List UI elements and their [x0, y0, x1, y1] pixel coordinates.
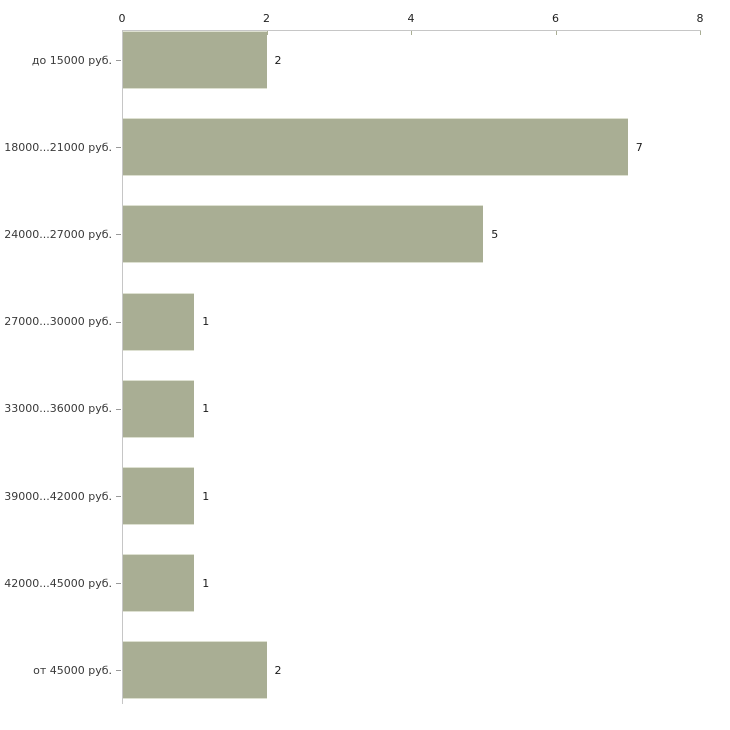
- bar-value-label: 2: [274, 663, 282, 677]
- bar-value-label: 1: [202, 402, 210, 416]
- category-label: 39000...42000 руб.: [4, 489, 112, 503]
- x-tick-mark: [700, 31, 701, 35]
- x-tick-mark: [411, 31, 412, 35]
- category-tick-mark: [116, 670, 121, 672]
- category-tick-mark: [116, 60, 121, 61]
- x-tick-label: 6: [552, 12, 559, 25]
- bar: [123, 292, 195, 351]
- bar: [123, 554, 195, 613]
- x-tick-mark: [266, 31, 268, 35]
- category-label: от 45000 руб.: [33, 663, 112, 677]
- category-tick-mark: [116, 321, 121, 323]
- bar: [123, 641, 267, 700]
- bar-value-label: 1: [202, 576, 210, 590]
- bar-value-label: 7: [635, 140, 643, 154]
- x-tick-label: 4: [407, 12, 415, 25]
- bar: [123, 467, 195, 525]
- category-tick-mark: [116, 147, 121, 149]
- x-tick-label: 0: [118, 12, 126, 25]
- category-label: 24000...27000 руб.: [4, 227, 112, 241]
- bar: [123, 31, 267, 89]
- bar: [123, 379, 195, 438]
- x-tick-mark: [555, 31, 557, 35]
- x-tick-label: 8: [696, 12, 704, 25]
- category-tick-mark: [116, 583, 121, 585]
- bar-value-label: 2: [274, 53, 282, 67]
- bar: [123, 118, 628, 177]
- category-tick-mark: [116, 496, 121, 497]
- y-axis-line: [122, 30, 123, 704]
- category-label: 42000...45000 руб.: [4, 576, 112, 590]
- category-label: 33000...36000 руб.: [4, 402, 112, 416]
- category-tick-mark: [116, 234, 121, 236]
- category-label: до 15000 руб.: [31, 53, 112, 67]
- bar-value-label: 5: [491, 227, 499, 241]
- x-tick-label: 2: [263, 12, 270, 25]
- bar-value-label: 1: [202, 315, 210, 329]
- bar-value-label: 1: [202, 489, 210, 503]
- x-axis-line: [122, 30, 701, 31]
- category-label: 18000...21000 руб.: [4, 140, 112, 154]
- category-label: 27000...30000 руб.: [4, 315, 112, 329]
- category-tick-mark: [116, 408, 121, 410]
- bar: [123, 205, 484, 264]
